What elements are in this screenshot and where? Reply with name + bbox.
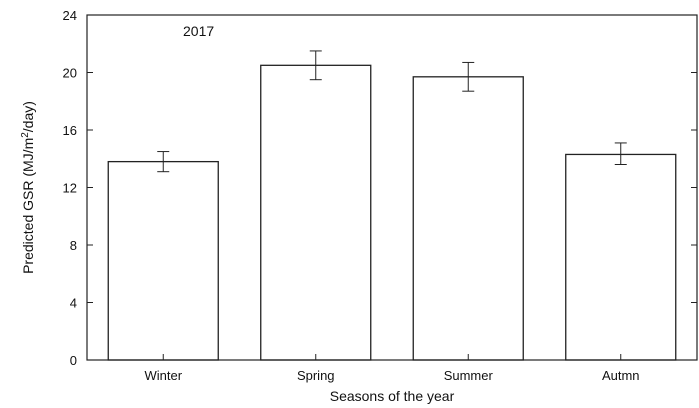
bar-autmn [565,153,677,361]
bar-winter [107,160,219,361]
chart-annotation-year: 2017 [183,23,214,39]
y-axis-title-unit: /day) [20,101,36,132]
x-tick-label: Autmn [602,368,640,383]
y-axis-title-main: Predicted GSR (MJ/m [20,138,36,274]
bar-spring [260,64,372,361]
x-axis-title: Seasons of the year [330,388,455,404]
y-tick-label: 20 [63,66,77,81]
y-tick-label: 4 [70,296,77,311]
y-axis-title: Predicted GSR (MJ/m2/day) [20,101,36,274]
x-tick-label: Summer [444,368,494,383]
y-axis-title-superscript: 2 [20,132,31,138]
x-tick-label: Spring [297,368,335,383]
bar-summer [412,76,524,361]
y-tick-label: 24 [63,8,77,23]
y-tick-label: 16 [63,123,77,138]
y-tick-label: 8 [70,238,77,253]
y-tick-label: 12 [63,181,77,196]
x-tick-label: Winter [144,368,182,383]
y-tick-label: 0 [70,353,77,368]
